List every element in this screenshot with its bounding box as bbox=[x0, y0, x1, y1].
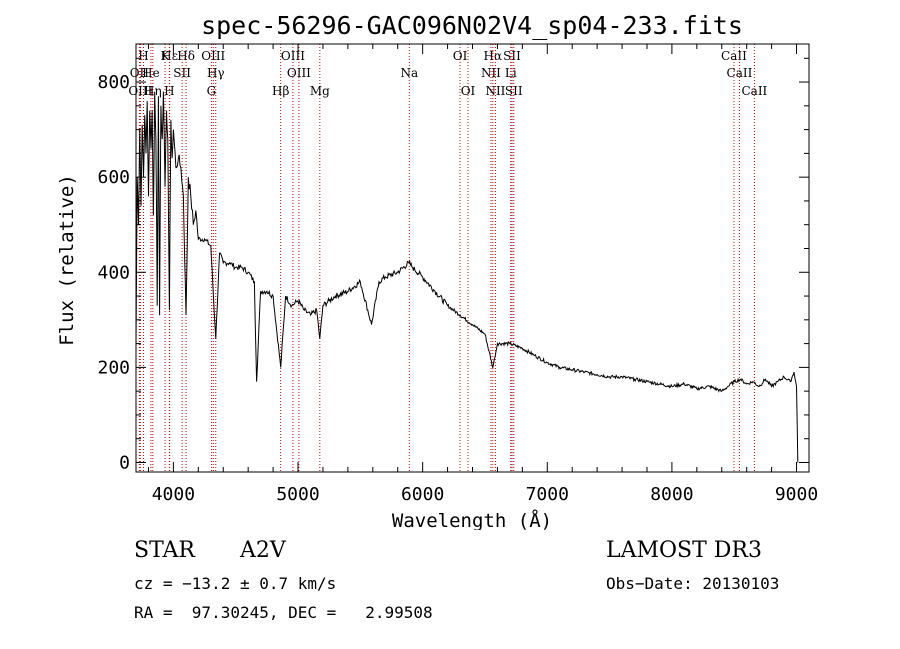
plot-frame bbox=[135, 43, 810, 473]
x-axis-label: Wavelength (Å) bbox=[392, 509, 552, 530]
line-label-16: OIII bbox=[287, 66, 311, 80]
line-label-9: Hη bbox=[144, 84, 162, 98]
line-label-25: SII bbox=[505, 84, 523, 98]
line-label-10: K bbox=[161, 49, 171, 63]
spectrum-series bbox=[135, 91, 799, 463]
y-tick-label-4: 800 bbox=[97, 72, 130, 93]
y-tick-label-3: 600 bbox=[97, 167, 130, 188]
line-label-18: Na bbox=[400, 66, 418, 80]
line-label-21: NII bbox=[481, 66, 501, 80]
line-label-20: OI bbox=[461, 84, 476, 98]
line-label-8: He bbox=[142, 66, 160, 80]
y-tick-label-2: 400 bbox=[97, 262, 130, 283]
line-label-4: Hα bbox=[484, 49, 503, 63]
line-label-17: Mg bbox=[310, 84, 330, 98]
object-class: STAR bbox=[134, 538, 195, 563]
line-label-14: G bbox=[207, 84, 217, 98]
x-axis-ticks: 4000 5000 6000 7000 8000 9000 bbox=[147, 44, 818, 505]
x-tick-label-2: 6000 bbox=[401, 484, 444, 505]
line-label-5: H bbox=[138, 49, 148, 63]
y-tick-label-1: 200 bbox=[97, 357, 130, 378]
line-label-22: NII bbox=[485, 84, 505, 98]
spectrum-chart: spec-56296-GAC096N02V4_sp04-233.fits Hε H… bbox=[56, 11, 818, 530]
x-tick-label-4: 8000 bbox=[650, 484, 693, 505]
line-label-24: Li bbox=[505, 66, 517, 80]
y-tick-label-0: 0 bbox=[119, 452, 130, 473]
object-subclass: A2V bbox=[240, 538, 286, 563]
redshift-cz: cz = −13.2 ± 0.7 km/s bbox=[134, 574, 337, 593]
x-tick-label-1: 5000 bbox=[276, 484, 319, 505]
line-label-12: SII bbox=[173, 66, 191, 80]
line-label-11: H bbox=[164, 84, 174, 98]
line-label-26: CaII bbox=[721, 49, 747, 63]
x-tick-label-5: 9000 bbox=[775, 484, 818, 505]
y-axis-label: Flux (relative) bbox=[56, 174, 78, 346]
x-tick-label-0: 4000 bbox=[152, 484, 195, 505]
line-label-15: OIII bbox=[281, 49, 305, 63]
line-label-6: OII bbox=[130, 66, 150, 80]
spectrum-line bbox=[135, 91, 799, 463]
line-label-1: Hδ bbox=[177, 49, 195, 63]
x-tick-label-3: 7000 bbox=[526, 484, 569, 505]
line-label-28: CaII bbox=[741, 84, 767, 98]
line-label-19: OI bbox=[453, 49, 468, 63]
line-label-23: SII bbox=[503, 49, 521, 63]
line-label-13: OIII bbox=[201, 49, 225, 63]
ra-dec-coordinates: RA = 97.30245, DEC = 2.99508 bbox=[134, 603, 433, 622]
line-label-27: CaII bbox=[727, 66, 753, 80]
survey-name: LAMOST DR3 bbox=[606, 538, 762, 563]
chart-title: spec-56296-GAC096N02V4_sp04-233.fits bbox=[201, 11, 743, 40]
line-label-3: Hβ bbox=[272, 84, 289, 98]
y-axis-ticks: 0 200 400 600 800 bbox=[97, 57, 809, 473]
line-label-2: Hγ bbox=[207, 66, 225, 80]
observation-date: Obs−Date: 20130103 bbox=[606, 574, 780, 593]
spectral-line-markers: Hε HδHγHβHαHOIIOIIIHeHηKHSIIOIIIGOIIIOIII… bbox=[128, 44, 768, 472]
line-label-7: OIII bbox=[128, 84, 152, 98]
